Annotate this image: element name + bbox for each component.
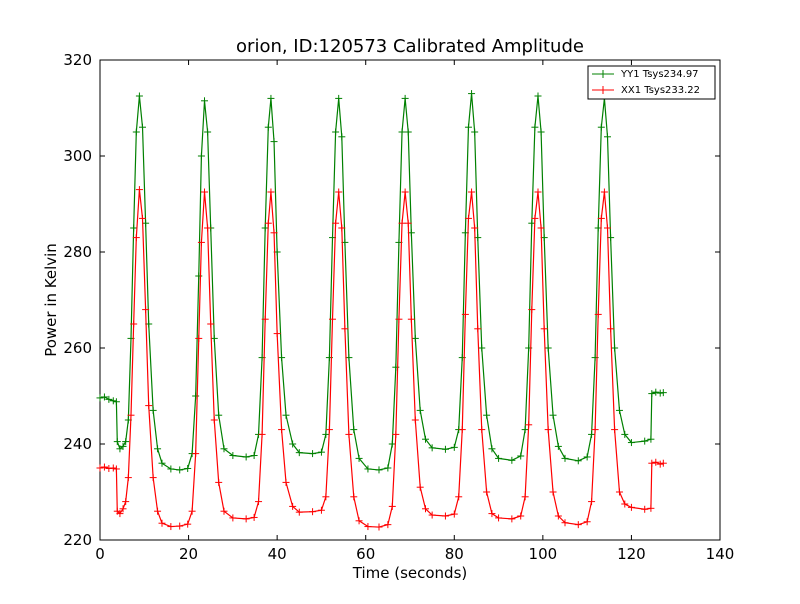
y-axis-label: Power in Kelvin bbox=[42, 243, 60, 357]
x-tick-label: 20 bbox=[179, 545, 198, 563]
y-tick-label: 260 bbox=[63, 339, 92, 357]
y-axis: 220 240 260 280 300 320 bbox=[63, 51, 720, 549]
legend-box bbox=[587, 65, 716, 100]
x-tick-label: 0 bbox=[95, 545, 105, 563]
y-tick-label: 240 bbox=[63, 435, 92, 453]
series-line-yy1 bbox=[99, 93, 664, 471]
legend: YY1 Tsys234.97 XX1 Tsys233.22 bbox=[587, 65, 716, 100]
x-tick-label: 80 bbox=[445, 545, 464, 563]
y-tick-label: 300 bbox=[63, 147, 92, 165]
legend-label-yy1: YY1 Tsys234.97 bbox=[620, 69, 699, 80]
series-xx1 bbox=[96, 186, 667, 531]
y-tick-label: 280 bbox=[63, 243, 92, 261]
legend-item-xx1: XX1 Tsys233.22 bbox=[592, 85, 700, 96]
legend-label-xx1: XX1 Tsys233.22 bbox=[621, 85, 700, 96]
y-tick-label: 320 bbox=[63, 51, 92, 69]
x-tick-label: 140 bbox=[706, 545, 735, 563]
x-tick-label: 60 bbox=[356, 545, 375, 563]
series-layer bbox=[96, 90, 667, 531]
x-axis-label: Time (seconds) bbox=[352, 564, 468, 582]
x-axis: 0 20 40 60 80 100 120 140 bbox=[95, 60, 734, 563]
legend-item-yy1: YY1 Tsys234.97 bbox=[592, 69, 699, 80]
series-line-xx1 bbox=[99, 189, 664, 528]
x-tick-label: 100 bbox=[529, 545, 558, 563]
series-yy1 bbox=[96, 90, 667, 474]
x-tick-label: 40 bbox=[268, 545, 287, 563]
chart-title: orion, ID:120573 Calibrated Amplitude bbox=[236, 36, 584, 57]
y-tick-label: 220 bbox=[63, 531, 92, 549]
x-tick-label: 120 bbox=[617, 545, 646, 563]
